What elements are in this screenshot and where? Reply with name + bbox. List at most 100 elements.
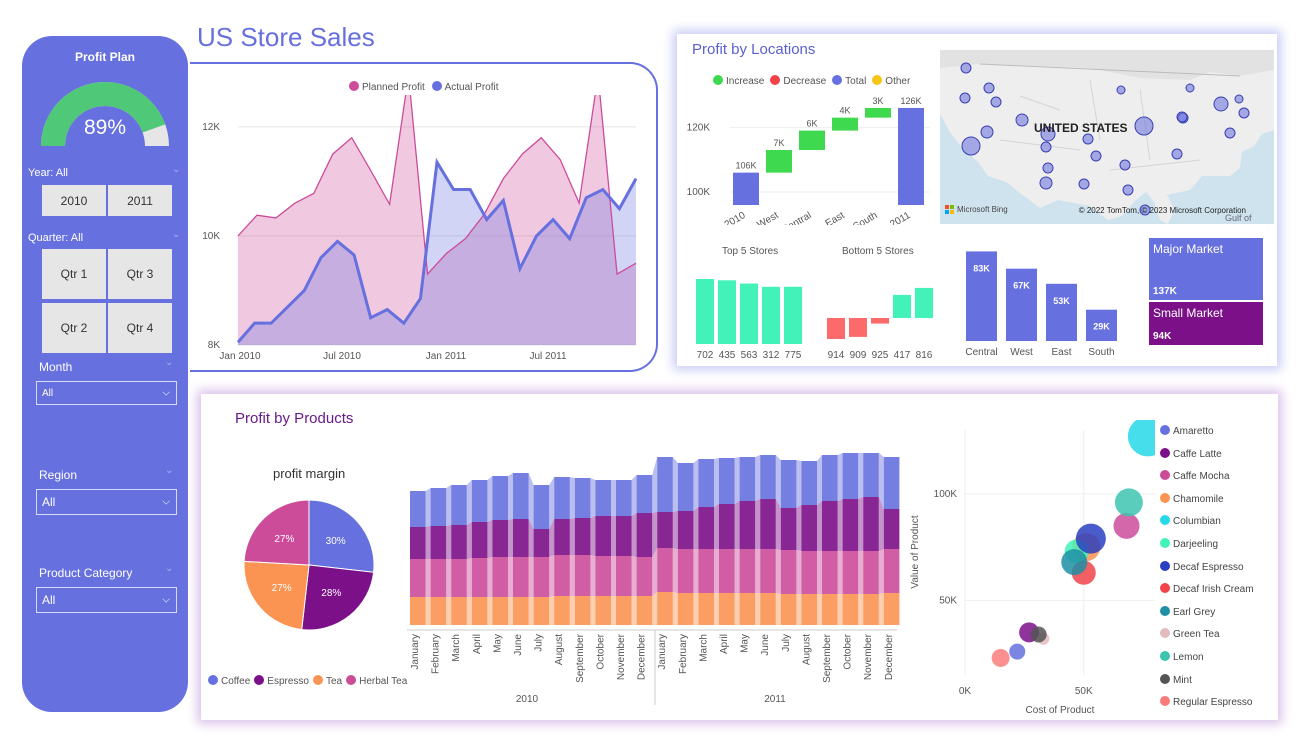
ribbon-segment	[719, 549, 735, 593]
ribbon-segment	[739, 501, 756, 549]
ribbon-segment	[574, 478, 591, 518]
scatter-legend-item: Amaretto	[1160, 425, 1254, 448]
ribbon-segment	[842, 551, 859, 594]
scatter-legend-label: Earl Grey	[1173, 606, 1216, 618]
profit-trend-legend: Planned Profit Actual Profit	[349, 81, 499, 93]
ribbon-segment	[574, 555, 591, 596]
year-option-2010[interactable]: 2010	[42, 185, 106, 216]
scatter-legend-label: Regular Espresso	[1173, 697, 1253, 709]
top5-store-label: 312	[763, 350, 780, 361]
month-label: March	[698, 634, 709, 662]
scatter-legend: Amaretto Caffe Latte Caffe Mocha Chamomile C…	[1160, 425, 1254, 719]
ribbon-segment	[471, 522, 488, 558]
pie-slice	[308, 499, 375, 573]
ribbon-connector	[734, 593, 740, 625]
month-label: July	[534, 634, 545, 652]
year-collapse-icon[interactable]: ⌄	[172, 164, 181, 175]
x-tick-label: Jan 2011	[426, 351, 467, 362]
legend-dot	[349, 81, 359, 91]
ribbon-segment	[533, 597, 550, 625]
quarter-collapse-icon[interactable]: ⌄	[172, 229, 181, 240]
store-bubble	[1238, 107, 1250, 119]
ribbon-segment	[410, 527, 426, 559]
scatter-legend-item: Mint	[1160, 673, 1254, 697]
market-value: 137K	[1153, 286, 1177, 297]
waterfall-data-label: 106K	[735, 161, 756, 171]
store-bubble	[1122, 184, 1134, 196]
waterfall-data-label: 3K	[872, 96, 883, 106]
filter-sidebar: Profit Plan 89% Year: All ⌄ 2010 2011 Qu…	[22, 36, 188, 712]
scatter-legend-item: Caffe Mocha	[1160, 470, 1254, 493]
ribbon-segment	[554, 596, 570, 625]
region-chart: 83K Central 67K West 53K East 29K South	[965, 251, 1117, 358]
quarter-option-qtr1[interactable]: Qtr 1	[42, 249, 106, 299]
ribbon-connector	[446, 559, 452, 597]
ribbon-segment	[801, 461, 817, 505]
month-collapse-icon[interactable]: ⌄	[165, 357, 174, 368]
ribbon-connector	[631, 556, 637, 596]
bottom5-bar	[827, 318, 845, 339]
region-collapse-icon[interactable]: ⌄	[165, 465, 174, 476]
ribbon-segment	[883, 593, 900, 625]
category-filter-label: Product Category	[39, 566, 133, 580]
store-bubble	[990, 96, 1002, 108]
scatter-legend-label: Decaf Irish Cream	[1173, 584, 1254, 596]
ribbon-segment	[677, 511, 694, 549]
waterfall-category: South	[851, 210, 879, 225]
ribbon-segment	[719, 593, 735, 625]
legend-dot	[832, 75, 843, 85]
ribbon-segment	[822, 455, 838, 501]
ribbon-connector	[549, 477, 555, 529]
ribbon-segment	[863, 453, 879, 497]
year-option-2011[interactable]: 2011	[108, 185, 172, 216]
ribbon-segment	[739, 457, 756, 501]
ribbon-segment	[698, 549, 714, 593]
category-dropdown-value: All	[42, 593, 56, 607]
ribbon-connector	[487, 476, 493, 522]
store-bubble	[1090, 150, 1102, 162]
ribbon-segment	[533, 557, 550, 597]
quarter-option-qtr3[interactable]: Qtr 3	[108, 249, 172, 299]
legend-dot	[1160, 515, 1170, 526]
ribbon-connector	[425, 597, 431, 625]
store-bubble	[961, 136, 981, 156]
store-bubble	[1185, 83, 1195, 93]
ribbon-connector	[569, 555, 575, 596]
waterfall-legend: Increase Decrease Total Other	[713, 75, 910, 87]
year-label: 2011	[764, 694, 786, 705]
ribbon-segment	[430, 526, 447, 559]
ribbon-connector	[425, 559, 431, 597]
actual-profit-line	[236, 157, 638, 344]
ribbon-connector	[652, 592, 658, 625]
ribbon-connector	[590, 555, 596, 596]
category-collapse-icon[interactable]: ⌄	[165, 563, 174, 574]
scatter-legend-item: Caffe Latte	[1160, 447, 1254, 471]
ribbon-connector	[755, 593, 761, 625]
legend-planned: Planned Profit	[362, 82, 425, 93]
store-map[interactable]: UNITED STATES Gulf of Microsoft Bing © 2…	[940, 50, 1274, 224]
scatter-legend-label: Caffe Mocha	[1173, 471, 1230, 483]
small-market-tile[interactable]: Small Market 94K	[1149, 302, 1263, 345]
region-dropdown[interactable]: All ⌵	[36, 489, 177, 515]
waterfall-bar	[766, 150, 792, 173]
ribbon-connector	[528, 557, 534, 597]
quarter-option-qtr2[interactable]: Qtr 2	[42, 303, 106, 353]
map-water-label: Gulf of	[1225, 213, 1252, 223]
ribbon-segment	[513, 519, 529, 557]
month-dropdown[interactable]: All ⌵	[36, 381, 177, 405]
waterfall-legend-item: Other	[885, 76, 911, 87]
legend-dot	[1160, 447, 1170, 458]
products-card	[201, 394, 1278, 720]
store-bubble	[980, 125, 994, 139]
region-filter-label: Region	[39, 468, 78, 482]
quarter-filter-label: Quarter: All	[28, 232, 84, 244]
ribbon-connector	[817, 594, 822, 625]
pie-slice-label: 30%	[326, 536, 346, 547]
ribbon-segment	[636, 596, 653, 625]
category-dropdown[interactable]: All ⌵	[36, 587, 177, 613]
major-market-tile[interactable]: Major Market 137K	[1149, 238, 1263, 300]
market-value: 94K	[1153, 331, 1172, 342]
ribbon-segment	[677, 593, 694, 625]
quarter-option-qtr4[interactable]: Qtr 4	[108, 303, 172, 353]
ribbon-segment	[822, 501, 838, 551]
